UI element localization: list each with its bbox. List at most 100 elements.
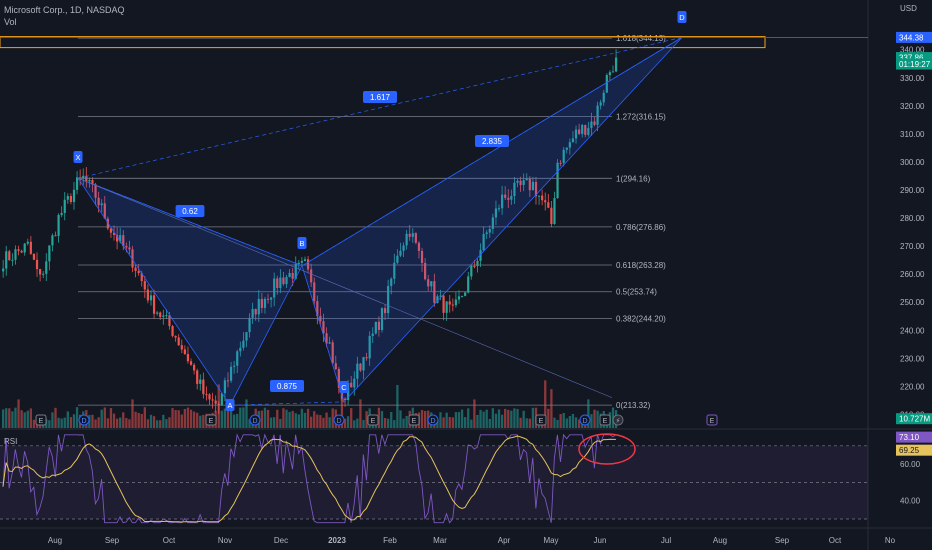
volume-bar <box>488 418 491 428</box>
time-tick: Sep <box>105 536 120 545</box>
volume-bar <box>454 412 458 428</box>
price-tick: 330.00 <box>900 74 925 83</box>
pattern-point-label: C <box>341 383 347 392</box>
candle-body <box>122 235 125 246</box>
volume-bar <box>571 413 575 428</box>
event-marker <box>35 414 47 426</box>
volume-bar <box>122 412 125 428</box>
pattern-point-tag <box>297 237 307 249</box>
candle-body <box>11 259 14 261</box>
candle-body <box>578 129 581 134</box>
candle-body <box>424 262 427 280</box>
volume-bar <box>32 419 36 428</box>
volume-bar <box>448 416 451 428</box>
candle-body <box>266 298 270 300</box>
time-tick: Oct <box>829 536 842 545</box>
candle-body <box>45 261 48 274</box>
candle-body <box>559 162 562 164</box>
candle-body <box>174 335 177 338</box>
candle-body <box>131 249 134 268</box>
rsi-badge <box>896 431 932 443</box>
candle-body <box>5 251 8 269</box>
price-tick: 340.00 <box>900 46 925 55</box>
volume-bar <box>162 414 165 428</box>
candle-body <box>350 382 353 388</box>
pattern-diagonal <box>77 37 683 179</box>
candle-body <box>236 351 239 366</box>
candle-body <box>223 380 227 394</box>
volume-bar <box>48 420 51 428</box>
volume-bar <box>562 412 565 428</box>
candle-body <box>189 361 193 365</box>
time-tick: Jul <box>661 536 671 545</box>
candle-body <box>100 203 103 206</box>
volume-bar <box>26 410 29 428</box>
pattern-point-tag <box>73 151 83 163</box>
price-tick: 310.00 <box>900 130 925 139</box>
candle-body <box>356 363 359 379</box>
candle-body <box>248 317 251 333</box>
candle-body <box>17 249 20 251</box>
volume-bar <box>236 413 239 428</box>
rsi-annotation-circle <box>578 433 636 465</box>
pattern-point-tag <box>677 11 687 23</box>
candle-body <box>611 71 615 73</box>
fib-level-label: 0.382(244.20) <box>616 315 666 324</box>
volume-bar <box>547 408 550 428</box>
volume-bar <box>436 419 439 428</box>
candle-body <box>467 276 470 293</box>
candle-body <box>294 263 297 279</box>
candle-body <box>186 354 190 362</box>
volume-bar <box>17 399 20 428</box>
volume-bar <box>131 399 134 428</box>
candle-body <box>109 228 113 233</box>
candle-body <box>574 129 578 139</box>
volume-bar <box>115 418 119 428</box>
volume-bar <box>482 411 485 428</box>
fib-extension-box <box>0 36 766 49</box>
candle-body <box>565 147 568 150</box>
candle-body <box>343 398 347 400</box>
event-marker-letter: D <box>81 418 86 425</box>
volume-bar <box>128 419 131 428</box>
candle-body <box>374 321 377 334</box>
event-marker-letter: E <box>710 418 715 425</box>
volume-bar <box>346 416 350 428</box>
candle-body <box>547 202 550 208</box>
volume-bar <box>439 412 442 428</box>
pattern-point-label: B <box>299 239 304 248</box>
time-tick: Feb <box>383 536 397 545</box>
volume-bar <box>72 414 76 428</box>
candle-body <box>405 233 408 246</box>
volume-bar <box>479 409 482 428</box>
candle-body <box>94 184 97 198</box>
event-marker-letter: E <box>39 418 44 425</box>
candle-body <box>497 208 501 210</box>
time-tick: Aug <box>48 536 62 545</box>
candle-body <box>408 233 411 237</box>
volume-bar <box>54 407 57 428</box>
candle-body <box>544 200 547 203</box>
volume-bar <box>242 407 245 428</box>
volume-bar <box>473 399 476 428</box>
candle-body <box>276 278 279 289</box>
rsi-tick: 40.00 <box>900 497 921 506</box>
candle-body <box>20 250 23 253</box>
pattern-ratio-label: 1.617 <box>370 93 391 102</box>
candle-body <box>159 312 162 317</box>
volume-bar <box>445 412 448 428</box>
candle-body <box>279 277 282 289</box>
volume-bar <box>590 414 593 428</box>
volume-bar <box>11 411 14 428</box>
candle-body <box>2 268 5 272</box>
candle-body <box>229 366 233 381</box>
candle-body <box>288 272 291 278</box>
candle-body <box>482 233 485 251</box>
candle-body <box>516 180 519 183</box>
rsi-label: RSI <box>4 437 18 446</box>
fib-level-label: 0.786(276.86) <box>616 223 666 232</box>
volume-bar <box>159 420 162 428</box>
candle-body <box>72 189 76 202</box>
volume-bar <box>134 411 137 428</box>
